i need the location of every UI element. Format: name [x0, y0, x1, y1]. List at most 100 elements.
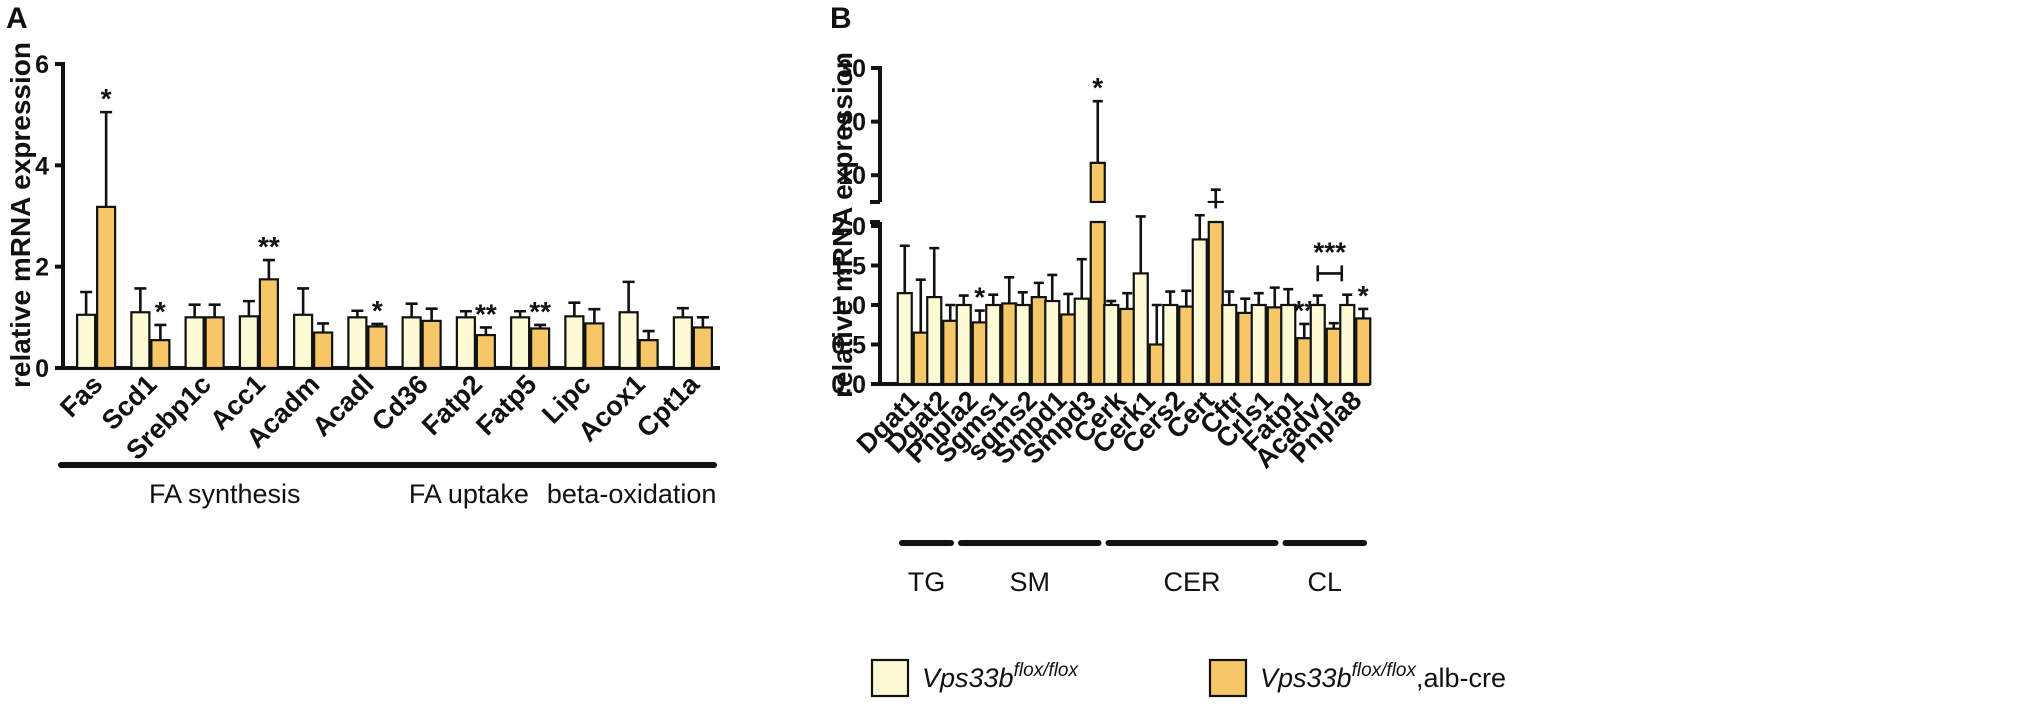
panel-a-error-bar	[425, 307, 438, 321]
panel-b-error-bar	[1151, 303, 1162, 345]
panel-a-x-tick-label: Acadl	[306, 369, 379, 442]
panel-a-error-bar	[134, 287, 147, 313]
legend-label-knockout: Vps33bflox/flox,alb-cre	[1260, 660, 1506, 693]
panel-b-bar-control	[1132, 272, 1149, 386]
panel-b-bar-knockout	[1089, 161, 1106, 204]
panel-b-label: B	[830, 2, 852, 35]
panel-a-significance: *	[372, 295, 383, 326]
legend: Vps33bflox/flox Vps33bflox/flox,alb-cre	[870, 658, 1506, 698]
panel-a-bar-control	[510, 316, 531, 370]
panel-a-significance: **	[529, 296, 551, 327]
panel-b-error-bar	[1312, 294, 1323, 305]
panel-b-significance-bracket	[1316, 265, 1344, 282]
panel-a-y-tick-label: 2	[35, 254, 49, 282]
panel-a-error-bar	[371, 322, 384, 327]
panel-b-y-axis-title: relative mRNA expression	[827, 52, 858, 398]
panel-b-bar-knockout	[1266, 306, 1283, 386]
panel-b-error-bar	[1165, 290, 1176, 305]
panel-a-bar-knockout	[475, 333, 496, 370]
legend-label-control: Vps33bflox/flox	[922, 660, 1079, 693]
panel-b-bar-control	[1191, 238, 1208, 386]
panel-b-bar-control	[1221, 303, 1238, 386]
panel-a-error-bar	[208, 303, 221, 318]
panel-a-error-bar	[568, 301, 581, 317]
panel-b-bar-control	[1014, 303, 1031, 386]
panel-b-error-bar	[899, 244, 910, 294]
panel-b-bar-control	[1103, 303, 1120, 386]
panel-a-x-tick-label: Fatp5	[470, 369, 542, 441]
panel-b-bar-knockout	[1001, 302, 1018, 386]
panel-b-group-label: SM	[1010, 567, 1051, 597]
panel-b-error-bar	[1224, 290, 1235, 305]
panel-b-error-bar	[1253, 291, 1264, 305]
panel-a-chart: 0246*Fas*Scd1Srebp1c**Acc1Acadm*AcadlCd3…	[35, 51, 720, 509]
panel-b-error-bar	[1240, 297, 1251, 313]
panel-a-error-bar	[642, 329, 655, 341]
panel-a-error-bar	[242, 299, 255, 317]
panel-a-x-tick-label: Fatp2	[416, 369, 488, 441]
panel-a-y-axis-title: relative mRNA expression	[5, 42, 36, 388]
panel-a-label: A	[6, 2, 28, 35]
panel-b-error-bar	[1328, 321, 1339, 329]
panel-a-bar-control	[564, 315, 585, 370]
panel-b-group-label: CER	[1163, 567, 1220, 597]
panel-a-error-bar	[405, 302, 418, 318]
panel-a-group-label: FA synthesis	[149, 479, 301, 509]
panel-a-bar-control	[347, 316, 368, 370]
panel-b-error-bar	[1269, 286, 1280, 308]
panel-a-error-bar	[262, 258, 275, 280]
panel-b-error-bar	[1194, 213, 1205, 240]
panel-a-error-bar	[459, 309, 472, 318]
panel-b-significance: ***	[1313, 236, 1346, 267]
panel-b-error-bar	[1135, 215, 1146, 274]
panel-b-bar-knockout	[971, 321, 988, 386]
panel-b-y-tick-label: 1.5	[831, 253, 866, 281]
panel-b-error-bar	[958, 294, 969, 305]
panel-a-bar-knockout	[204, 316, 225, 370]
panel-a-bar-knockout	[96, 205, 117, 370]
panel-a-group-label: FA uptake	[409, 479, 529, 509]
panel-b-group-label: CL	[1307, 567, 1342, 597]
panel-b-y-tick-label: 10	[838, 162, 866, 190]
panel-a-bar-control	[76, 313, 97, 370]
panel-b-bar-control	[1044, 299, 1061, 386]
panel-b-error-bar	[988, 293, 999, 305]
panel-a-error-bar	[317, 322, 330, 333]
panel-b-bar-control	[985, 303, 1002, 386]
panel-b-bar-knockout	[1148, 343, 1165, 386]
panel-b-error-bar	[1210, 188, 1221, 209]
panel-b-bar-knockout	[942, 319, 959, 386]
panel-b-error-bar	[1181, 289, 1192, 307]
panel-a-error-bar	[100, 110, 113, 207]
panel-b-error-bar	[929, 246, 940, 298]
panel-b-bar-break-gap	[1206, 203, 1225, 220]
panel-a-bar-knockout	[530, 327, 551, 370]
panel-a-error-bar	[534, 323, 547, 329]
panel-b-y-tick-label: 0.5	[831, 332, 866, 360]
panel-a-error-bar	[514, 309, 527, 318]
panel-b-error-bar	[1299, 322, 1310, 339]
panel-a-error-bar	[676, 306, 689, 318]
panel-b-bar-knockout	[1178, 305, 1195, 386]
panel-b-error-bar	[1047, 273, 1058, 302]
panel-b-y-tick-label: 1.0	[831, 292, 866, 320]
panel-b-error-bar	[915, 278, 926, 333]
panel-a-bar-control	[401, 316, 422, 370]
panel-a-error-bar	[622, 280, 635, 313]
panel-b-error-bar	[945, 303, 956, 321]
panel-b-bar-control	[926, 296, 943, 386]
panel-a-bar-knockout	[692, 326, 713, 370]
panel-a-bar-knockout	[421, 319, 442, 370]
panel-b-error-bar	[1283, 287, 1294, 305]
panel-a-significance: **	[475, 298, 497, 329]
panel-b-bar-control	[1250, 303, 1267, 386]
panel-a-bar-knockout	[150, 339, 171, 370]
panel-b-error-bar	[1122, 291, 1133, 309]
panel-a-y-tick-label: 4	[35, 152, 49, 180]
panel-b-error-bar	[974, 309, 985, 323]
panel-a-significance: **	[258, 231, 280, 262]
panel-b-bar-knockout	[1355, 317, 1372, 386]
panel-a-bar-control	[455, 316, 476, 370]
panel-a-bar-knockout	[584, 322, 605, 370]
panel-b-bar-control	[1309, 303, 1326, 386]
